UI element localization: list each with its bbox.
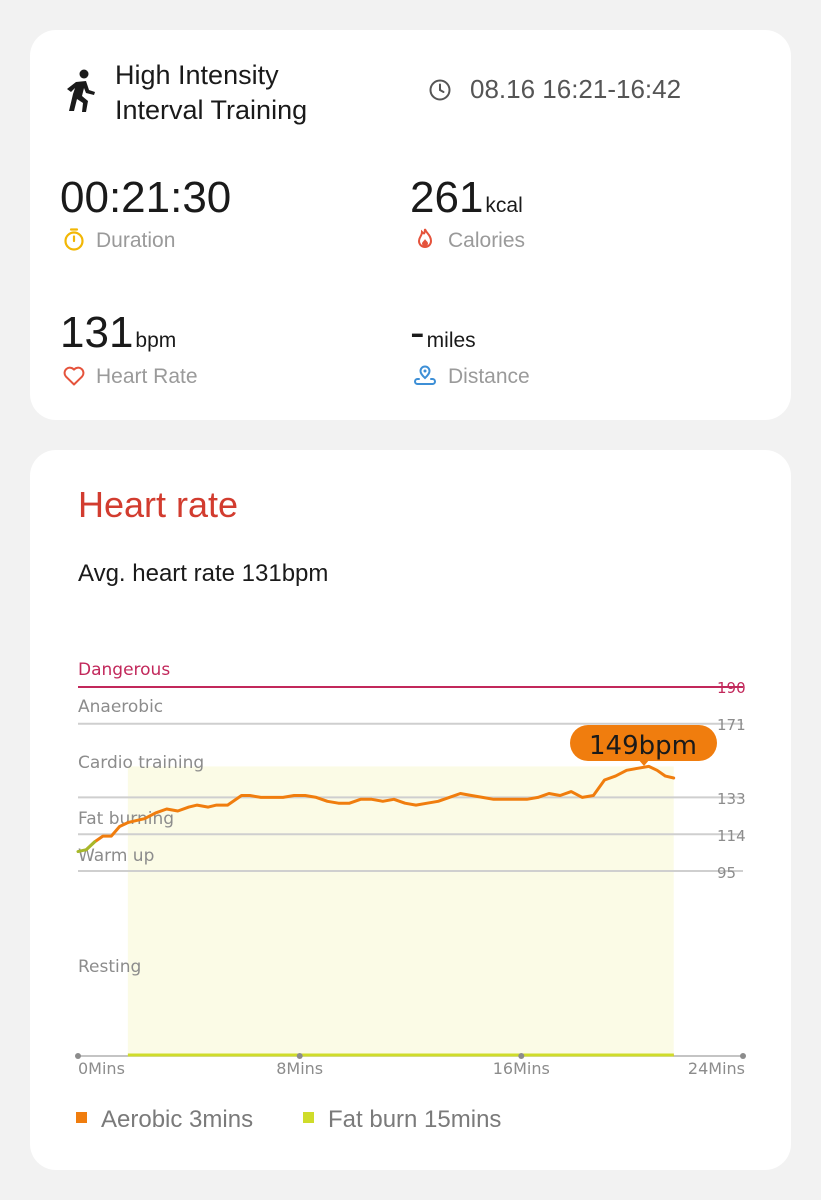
calories-label: Calories: [448, 229, 526, 252]
heart-rate-title: Heart rate: [78, 484, 239, 525]
legend-aerobic-label: Aerobic 3mins: [101, 1106, 254, 1133]
legend-aerobic-swatch: [76, 1112, 87, 1123]
y-tick-133: 133: [717, 790, 746, 808]
route-pin-icon: [414, 365, 436, 385]
x-tick-dot-24: [740, 1053, 746, 1059]
workout-summary-card: High Intensity Interval Training 08.16 1…: [30, 30, 791, 420]
flame-icon: [417, 228, 433, 248]
max-bpm-callout-pointer: [638, 759, 650, 766]
average-heart-rate: Avg. heart rate 131bpm: [78, 560, 329, 587]
distance-value-group: -miles: [410, 308, 476, 366]
duration-label: Duration: [96, 229, 176, 252]
zone-label-anaerobic: Anaerobic: [78, 697, 163, 717]
calories-unit: kcal: [485, 194, 523, 217]
x-tick-dot-0: [75, 1053, 81, 1059]
y-tick-171: 171: [717, 716, 746, 734]
y-tick-95: 95: [717, 864, 736, 882]
y-tick-190: 190: [717, 679, 746, 697]
heart-rate-line: [84, 764, 676, 852]
running-person-icon: [67, 69, 95, 112]
x-tick-label-0: 0Mins: [78, 1059, 125, 1078]
distance-label: Distance: [448, 365, 530, 388]
legend-fat-burn: Fat burn 15mins: [303, 1106, 501, 1134]
heart-rate-line-warmup-segment: [76, 840, 97, 854]
x-tick-dot-8: [296, 1053, 303, 1059]
zone-label-cardio: Cardio training: [78, 753, 204, 773]
heart-rate-unit: bpm: [135, 329, 177, 352]
calories-value: 261: [410, 173, 484, 222]
x-tick-label-8: 8Mins: [276, 1059, 323, 1078]
stopwatch-icon: [64, 228, 84, 251]
y-tick-114: 114: [717, 827, 746, 845]
x-tick-dot-16: [518, 1053, 525, 1059]
distance-unit: miles: [426, 329, 476, 352]
duration-value: 00:21:30: [60, 173, 232, 222]
heart-icon: [63, 366, 85, 386]
x-tick-label-16: 16Mins: [493, 1059, 550, 1078]
x-tick-label-24: 24Mins: [688, 1059, 745, 1078]
distance-value: -: [410, 308, 425, 357]
fat-burn-fill-area: [127, 766, 674, 1056]
calories-value-group: 261kcal: [410, 173, 523, 231]
heart-rate-card: Heart rate Avg. heart rate 131bpm Danger…: [30, 450, 791, 1170]
workout-title-line1: High Intensity: [115, 60, 279, 90]
max-bpm-callout-text: 149bpm: [589, 731, 697, 761]
legend-aerobic: Aerobic 3mins: [76, 1106, 253, 1134]
max-bpm-callout-bubble: [570, 725, 717, 761]
zone-label-dangerous: Dangerous: [78, 660, 170, 680]
max-bpm-callout: 149bpm: [570, 725, 717, 766]
heart-rate-value: 131: [60, 308, 134, 357]
zone-label-warm-up: Warm up: [78, 846, 154, 866]
workout-title-line2: Interval Training: [115, 95, 308, 125]
zone-label-fat-burning: Fat burning: [78, 809, 174, 829]
workout-title: High Intensity Interval Training: [115, 58, 307, 128]
heart-rate-value-group: 131bpm: [60, 308, 176, 366]
heart-rate-label: Heart Rate: [96, 365, 198, 388]
workout-time-range: 08.16 16:21-16:42: [470, 74, 682, 104]
legend-fat-burn-swatch: [303, 1112, 314, 1123]
legend-fat-burn-label: Fat burn 15mins: [328, 1106, 502, 1133]
clock-icon: [429, 79, 451, 101]
zone-label-resting: Resting: [78, 957, 141, 977]
heart-rate-chart: Dangerous Anaerobic Cardio training Fat …: [75, 660, 746, 1078]
